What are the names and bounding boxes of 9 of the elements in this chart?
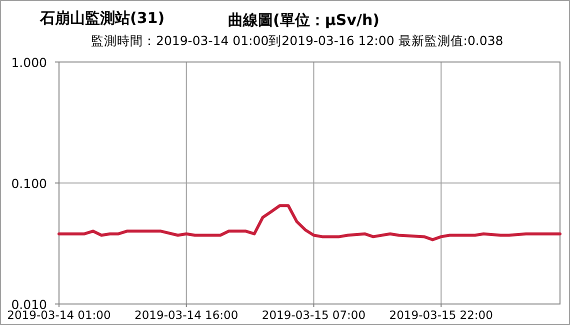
x-tick-label: 2019-03-14 16:00 <box>134 308 238 322</box>
line-series <box>58 204 562 242</box>
y-tick-label: 1.000 <box>11 55 48 70</box>
chart-title: 石崩山監測站(31) <box>39 9 165 27</box>
x-tick-label: 2019-03-15 07:00 <box>262 308 366 322</box>
x-tick-label: 2019-03-15 22:00 <box>389 308 493 322</box>
y-tick-label: 0.100 <box>11 176 48 191</box>
chart-subtitle: 監測時間：2019-03-14 01:00到2019-03-16 12:00 最新監測值:0.038 <box>91 33 504 48</box>
text: 曲線圖(單位：μSv/h) <box>228 11 380 29</box>
